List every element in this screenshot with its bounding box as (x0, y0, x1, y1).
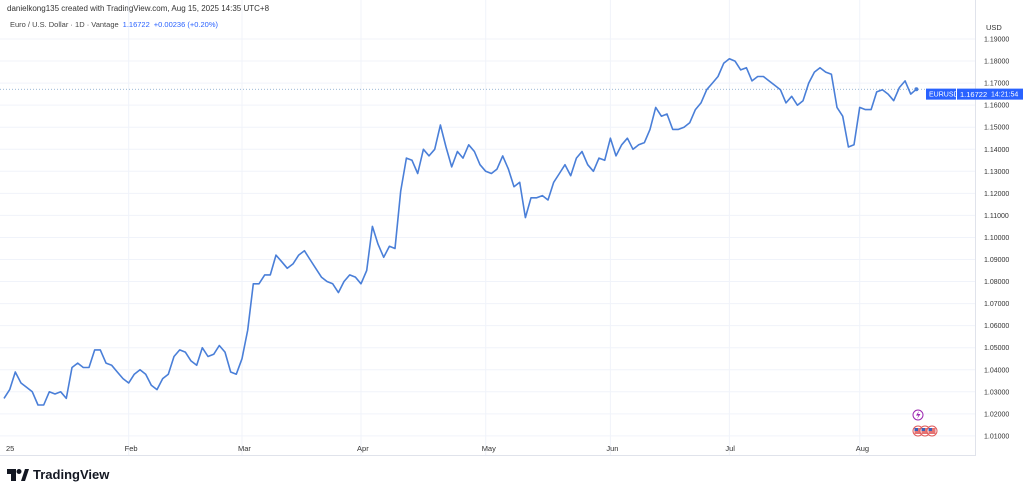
last-price-tag (957, 88, 1023, 100)
symbol-tag-label: EURUSD (929, 92, 959, 99)
y-tick-label: 1.14000 (984, 147, 1009, 154)
y-tick-label: 1.05000 (984, 345, 1009, 352)
y-tick-label: 1.06000 (984, 323, 1009, 330)
grid (0, 0, 975, 455)
x-tick-label: Mar (238, 444, 251, 453)
y-tick-label: 1.04000 (984, 367, 1009, 374)
legend-change: +0.00236 (+0.20%) (153, 20, 218, 29)
y-tick-label: 1.10000 (984, 235, 1009, 242)
data-point (914, 87, 919, 92)
lightning-icon[interactable] (912, 409, 924, 421)
x-tick-label: Apr (357, 444, 369, 453)
time-axis-border (0, 455, 976, 456)
symbol-price-tag (926, 88, 956, 100)
tradingview-logo[interactable]: TradingView (7, 467, 109, 482)
x-tick-label: Jun (606, 444, 618, 453)
y-tick-label: 1.15000 (984, 125, 1009, 132)
y-tick-label: 1.17000 (984, 81, 1009, 88)
y-tick-label: 1.12000 (984, 191, 1009, 198)
time-axis[interactable]: 25 Feb Mar Apr May Jun Jul Aug (6, 444, 869, 453)
y-tick-label: 1.07000 (984, 301, 1009, 308)
y-tick-label: 1.01000 (984, 433, 1009, 440)
y-tick-label: 1.11000 (984, 213, 1009, 220)
chart-credit: danielkong135 created with TradingView.c… (7, 4, 270, 13)
y-tick-label: 1.13000 (984, 169, 1009, 176)
x-tick-label: 25 (6, 444, 14, 453)
currency-label: USD (986, 23, 1002, 32)
tradingview-logo-icon (7, 468, 29, 481)
currency-box[interactable] (978, 18, 1022, 36)
y-tick-label: 1.18000 (984, 59, 1009, 66)
price-axis-border (975, 0, 976, 455)
y-tick-label: 1.03000 (984, 389, 1009, 396)
x-tick-label: Feb (125, 444, 138, 453)
x-tick-label: Aug (856, 444, 869, 453)
tradingview-logo-text: TradingView (33, 467, 110, 482)
x-tick-label: Jul (725, 444, 735, 453)
y-tick-label: 1.16000 (984, 103, 1009, 110)
x-tick-label: May (482, 444, 496, 453)
symbol-title: Euro / U.S. Dollar · 1D · Vantage (10, 20, 119, 29)
y-tick-label: 1.02000 (984, 411, 1009, 418)
y-tick-label: 1.08000 (984, 279, 1009, 286)
y-tick-label: 1.19000 (984, 37, 1009, 44)
price-axis[interactable]: 1.01000 1.02000 1.03000 1.04000 1.05000 1.060… (984, 37, 1009, 441)
us-flag-icon[interactable] (926, 425, 938, 437)
bar-countdown: 14:21:54 (991, 92, 1018, 99)
legend-price: 1.16722 (122, 20, 150, 29)
series-line-eurusd (3, 58, 917, 406)
y-tick-label: 1.09000 (984, 257, 1009, 264)
last-price-value: 1.16722 (960, 90, 987, 99)
symbol-legend[interactable]: Euro / U.S. Dollar · 1D · Vantage 1.16722… (10, 20, 218, 29)
